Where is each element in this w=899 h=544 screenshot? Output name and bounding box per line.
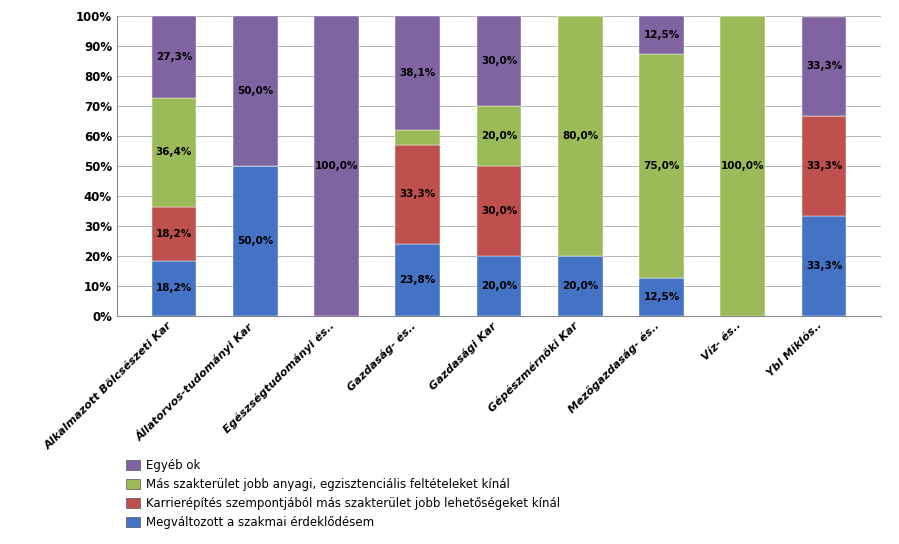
Bar (558, 16, 602, 256)
Bar (476, 256, 521, 316)
Text: 36,4%: 36,4% (156, 147, 192, 157)
Text: 30,0%: 30,0% (481, 56, 517, 66)
Bar (802, 216, 846, 316)
Text: 20,0%: 20,0% (481, 131, 517, 141)
Bar (476, 16, 521, 106)
Text: 33,3%: 33,3% (806, 161, 842, 171)
Text: 75,0%: 75,0% (644, 161, 680, 171)
Bar (233, 16, 278, 166)
Text: 50,0%: 50,0% (237, 86, 273, 96)
Bar (639, 278, 684, 316)
Bar (396, 16, 440, 131)
Bar (152, 98, 196, 207)
Text: 38,1%: 38,1% (399, 69, 436, 78)
Bar (476, 166, 521, 256)
Text: 12,5%: 12,5% (644, 30, 680, 40)
Text: 33,3%: 33,3% (806, 61, 842, 71)
Text: 33,3%: 33,3% (399, 189, 436, 200)
Bar (396, 131, 440, 145)
Text: 12,5%: 12,5% (644, 292, 680, 302)
Bar (476, 106, 521, 166)
Bar (396, 244, 440, 316)
Bar (396, 145, 440, 244)
Text: 23,8%: 23,8% (399, 275, 436, 285)
Bar (720, 16, 765, 316)
Text: 33,3%: 33,3% (806, 261, 842, 271)
Text: 50,0%: 50,0% (237, 236, 273, 246)
Bar (639, 54, 684, 278)
Text: 100,0%: 100,0% (721, 161, 764, 171)
Bar (558, 256, 602, 316)
Text: 30,0%: 30,0% (481, 206, 517, 216)
Text: 20,0%: 20,0% (481, 281, 517, 290)
Text: 100,0%: 100,0% (315, 161, 358, 171)
Bar (802, 17, 846, 116)
Bar (639, 16, 684, 54)
Bar (152, 261, 196, 316)
Text: 18,2%: 18,2% (156, 283, 192, 293)
Bar (233, 166, 278, 316)
Text: 80,0%: 80,0% (562, 131, 599, 141)
Text: 27,3%: 27,3% (156, 52, 192, 62)
Legend: Egyéb ok, Más szakterület jobb anyagi, egzisztenciális feltételeket kínál, Karri: Egyéb ok, Más szakterület jobb anyagi, e… (123, 455, 564, 533)
Bar (314, 16, 359, 316)
Text: 20,0%: 20,0% (562, 281, 599, 290)
Text: 18,2%: 18,2% (156, 229, 192, 239)
Bar (802, 116, 846, 216)
Bar (152, 207, 196, 261)
Bar (152, 16, 196, 98)
